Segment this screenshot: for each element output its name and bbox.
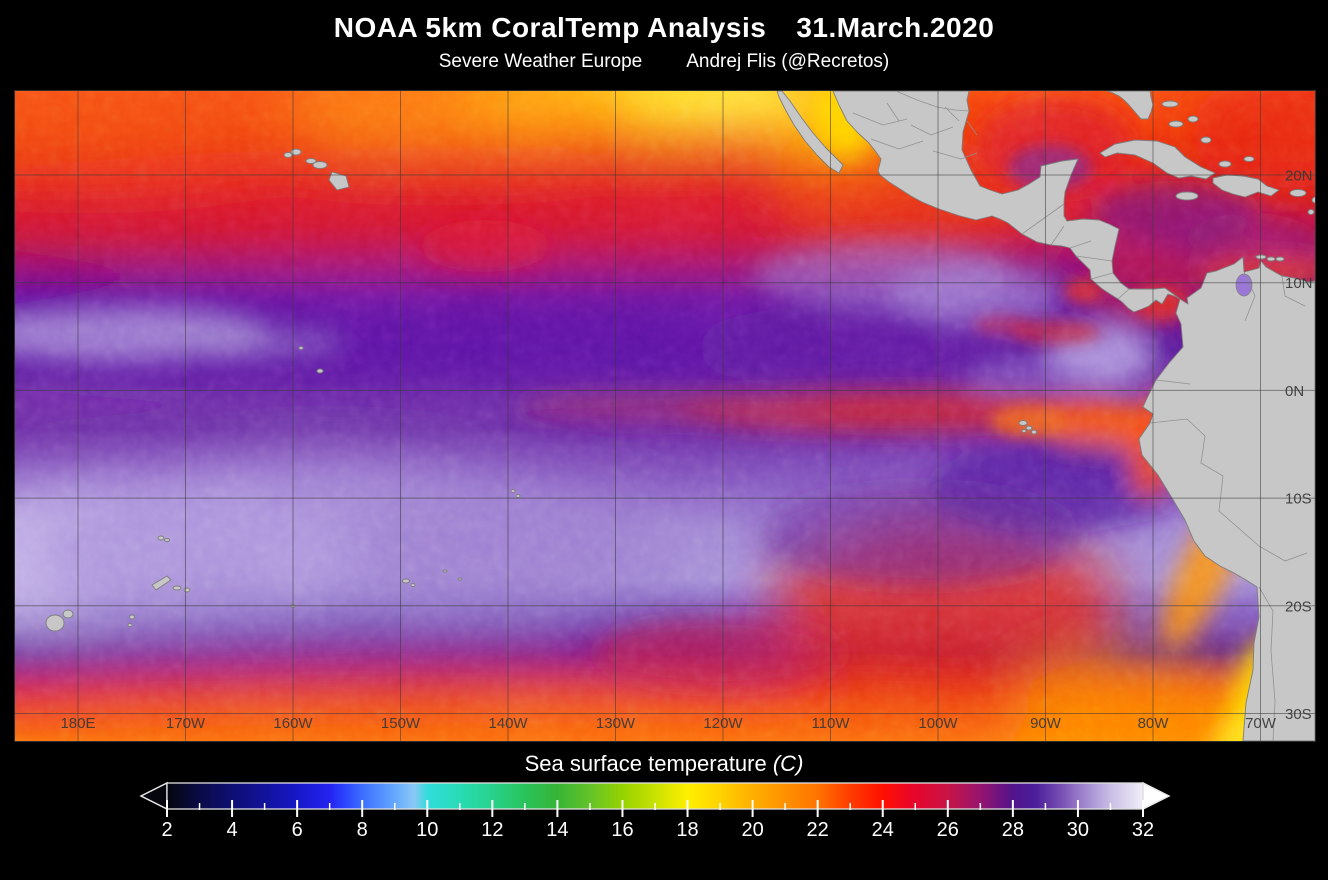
land-south-america <box>1138 256 1315 741</box>
land-florida <box>1106 91 1154 120</box>
title-date: 31.March.2020 <box>796 12 995 43</box>
page-title: NOAA 5km CoralTemp Analysis 31.March.2020 <box>0 12 1328 44</box>
sst-map: 180E 170W 160W 150W 140W 130W 120W 110W 100W 90W 8… <box>14 90 1316 742</box>
colorbar-ticks <box>166 800 1144 817</box>
islands-bahamas <box>1161 100 1255 168</box>
lon-label: 120W <box>703 715 743 732</box>
lat-label: 30S <box>1285 706 1312 723</box>
island-jamaica <box>1175 191 1199 201</box>
sst-map-canvas: 180E 170W 160W 150W 140W 130W 120W 110W 100W 90W 8… <box>15 91 1315 741</box>
lon-label: 100W <box>918 715 958 732</box>
land-north-central-america <box>832 91 1181 313</box>
colorbar-tick-label: 26 <box>937 819 959 841</box>
island-hispaniola <box>1212 174 1280 198</box>
subtitle: Severe Weather Europe Andrej Flis (@Recre… <box>0 51 1328 73</box>
colorbar-tick-label: 20 <box>741 819 763 841</box>
lat-label: 0N <box>1285 383 1304 400</box>
colorbar-tick-label: 12 <box>481 819 503 841</box>
colorbar-tick-label: 28 <box>1002 819 1024 841</box>
lon-label: 140W <box>488 715 528 732</box>
graticule <box>15 91 1315 741</box>
colorbar-title-unit: (C) <box>772 751 804 776</box>
lon-label: 70W <box>1245 715 1277 732</box>
colorbar-title: Sea surface temperature (C) <box>0 751 1328 777</box>
lat-label: 10S <box>1285 491 1312 508</box>
land-masses <box>45 91 1315 741</box>
lon-label: 90W <box>1030 715 1062 732</box>
lat-label: 20N <box>1285 168 1313 185</box>
title-main: NOAA 5km CoralTemp Analysis <box>333 12 767 43</box>
island-puerto-rico <box>1289 189 1307 197</box>
colorbar-tick-labels: 2 4 6 8 10 12 14 16 18 20 22 24 26 28 30 32 <box>161 819 1154 841</box>
colorbar-tick-label: 16 <box>611 819 633 841</box>
colorbar-tick-label: 14 <box>546 819 568 841</box>
land-baja-california <box>776 91 844 174</box>
colorbar-title-text: Sea surface temperature <box>524 751 767 776</box>
colorbar-tick-label: 4 <box>227 819 238 841</box>
colorbar-tick-label: 18 <box>676 819 698 841</box>
lon-label: 110W <box>811 715 850 732</box>
colorbar-tick-label: 24 <box>872 819 894 841</box>
lon-label: 80W <box>1138 715 1170 732</box>
colorbar-tick-label: 10 <box>416 819 438 841</box>
lon-label: 160W <box>273 715 313 732</box>
colorbar: 2 4 6 8 10 12 14 16 18 20 22 24 26 28 30 32 <box>139 781 1171 841</box>
header: NOAA 5km CoralTemp Analysis 31.March.2020… <box>0 12 1328 73</box>
lake-maracaibo <box>1235 273 1253 297</box>
lat-label: 10N <box>1285 275 1313 292</box>
islands-antilles <box>1255 196 1315 262</box>
lon-label: 130W <box>596 715 636 732</box>
country-borders <box>852 91 1308 741</box>
colorbar-tick-label: 32 <box>1132 819 1154 841</box>
colorbar-tick-label: 30 <box>1067 819 1089 841</box>
island-cuba <box>1099 139 1216 180</box>
islands-galapagos <box>1018 420 1037 435</box>
colorbar-arrow-left <box>139 781 168 811</box>
lon-label: 150W <box>381 715 421 732</box>
lat-label: 20S <box>1285 598 1312 615</box>
colorbar-tick-label: 2 <box>161 819 172 841</box>
graticule-labels: 180E 170W 160W 150W 140W 130W 120W 110W 100W 90W 8… <box>60 168 1312 733</box>
lon-label: 180E <box>60 715 95 732</box>
lon-label: 170W <box>166 715 206 732</box>
colorbar-arrow-right <box>1142 781 1171 811</box>
credit-author: Andrej Flis (@Recretos) <box>686 51 890 72</box>
colorbar-tick-label: 22 <box>807 819 829 841</box>
colorbar-tick-label: 6 <box>292 819 303 841</box>
colorbar-tick-label: 8 <box>357 819 368 841</box>
credit-org: Severe Weather Europe <box>438 51 643 72</box>
